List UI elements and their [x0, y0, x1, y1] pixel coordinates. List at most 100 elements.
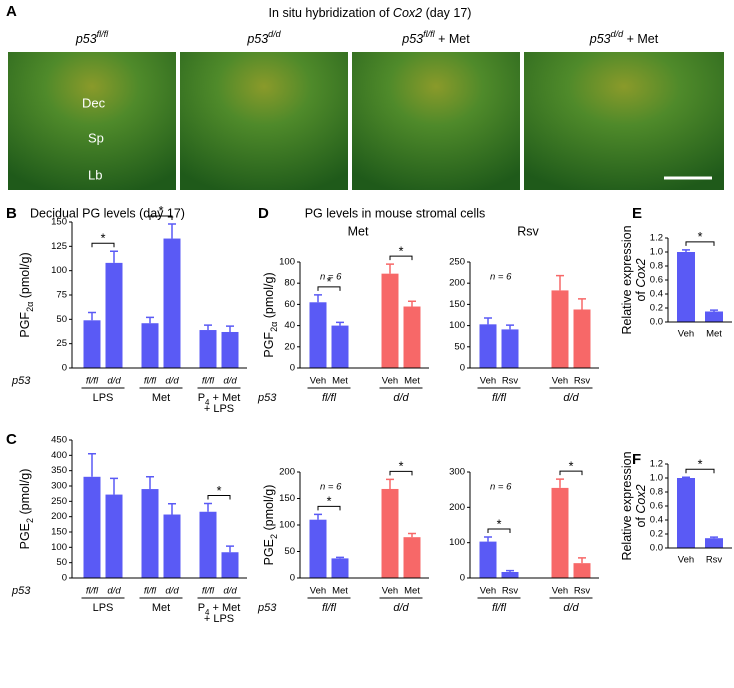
x-tick-label: Met [332, 586, 348, 597]
y-axis-label: PGF2α (pmol/g) [18, 252, 35, 337]
y-tick-label: 125 [51, 241, 67, 252]
significance-label: * [101, 231, 106, 245]
bar [141, 323, 159, 368]
y-tick-label: 0.8 [650, 261, 663, 272]
error-bar [168, 223, 176, 239]
text-part: P [198, 392, 205, 404]
x-tick-label: Rsv [574, 586, 591, 597]
text-part: Cox2 [634, 258, 648, 287]
error-bar [146, 316, 154, 324]
y-tick-label: 150 [449, 299, 465, 310]
text-part: fl/fl [97, 29, 110, 39]
x-tick-label: Met [404, 586, 420, 597]
x-tick-label: Veh [552, 376, 568, 387]
panel-title: PG levels in mouse stromal cells [305, 206, 486, 220]
x-tick-label: Veh [382, 376, 398, 387]
tissue-label: Lb [88, 167, 102, 182]
error-bar [578, 557, 586, 564]
text-part: d/d [611, 29, 625, 39]
significance-bracket [559, 470, 583, 476]
y-tick-label: 400 [51, 450, 67, 461]
group-label: d/d [563, 602, 579, 614]
y-tick-label: 50 [454, 341, 465, 352]
y-tick-label: 150 [51, 217, 67, 228]
text-part: LPS [93, 602, 114, 614]
y-tick-label: 1.2 [650, 233, 663, 244]
x-tick-label: Veh [310, 376, 326, 387]
x-tick-label: Rsv [706, 555, 723, 566]
significance-bracket [149, 215, 173, 220]
significance-label: * [327, 495, 332, 509]
text-part: 2α [269, 322, 279, 332]
micrograph [180, 52, 348, 190]
error-bar [226, 545, 234, 553]
panel-letter: A [6, 3, 17, 20]
bar [705, 538, 723, 548]
group-label: + LPS [204, 613, 234, 625]
text-part: Cox2 [634, 484, 648, 513]
x-tick-label: d/d [165, 376, 179, 387]
error-bar [226, 325, 234, 332]
text-part: p53 [401, 32, 423, 46]
error-bar [110, 250, 118, 263]
bar [381, 488, 399, 578]
y-axis-label: Relative expression [620, 225, 634, 334]
error-bar [506, 569, 514, 572]
group-label: P4 + Met [198, 392, 241, 407]
tissue-label: Dec [82, 95, 106, 110]
y-tick-label: 40 [284, 320, 295, 331]
x-tick-label: d/d [223, 586, 237, 597]
y-tick-label: 250 [449, 257, 465, 268]
y-tick-label: 100 [279, 257, 295, 268]
x-tick-label: fl/fl [144, 376, 157, 387]
error-bar [386, 478, 394, 489]
significance-bracket [487, 528, 511, 534]
bar [705, 311, 723, 322]
text-part: P [198, 602, 205, 614]
x-tick-label: Veh [480, 586, 496, 597]
error-bar [682, 249, 690, 252]
text-part: fl/fl [492, 602, 507, 614]
group-label: d/d [393, 392, 409, 404]
error-bar [336, 556, 344, 559]
row-label: p53 [11, 375, 31, 387]
error-bar [88, 453, 96, 477]
y-tick-label: 1.0 [650, 247, 663, 258]
annotation: n = 6 [490, 272, 512, 283]
text-part: d/d [563, 602, 579, 614]
y-tick-label: 0.2 [650, 529, 663, 540]
image-label: p53fl/fl [75, 29, 109, 46]
annotation: n = 6 [320, 272, 342, 283]
y-tick-label: 0.0 [650, 543, 663, 554]
group-label: Met [152, 602, 170, 614]
group-label: Met [152, 392, 170, 404]
y-tick-label: 0 [62, 363, 67, 374]
y-tick-label: 350 [51, 465, 67, 476]
y-tick-label: 25 [56, 338, 67, 349]
bar [403, 306, 421, 368]
significance-label: * [497, 517, 502, 531]
text-part: of [634, 514, 648, 528]
group-label: d/d [393, 602, 409, 614]
group-label: fl/fl [322, 392, 337, 404]
text-part: p53 [589, 32, 611, 46]
row-label: p53 [11, 585, 31, 597]
y-tick-label: 450 [51, 435, 67, 446]
text-part: fl/fl [423, 29, 436, 39]
x-tick-label: Met [706, 329, 722, 340]
text-part: p53 [246, 32, 268, 46]
text-part: 2α [25, 302, 35, 312]
text-part: + Met [435, 32, 471, 46]
bar [309, 302, 327, 368]
text-part: (day 17) [422, 6, 471, 20]
bar [163, 238, 181, 368]
y-tick-label: 0.2 [650, 303, 663, 314]
y-tick-label: 50 [56, 314, 67, 325]
y-axis-label: of Cox2 [634, 258, 648, 301]
y-tick-label: 0 [290, 363, 295, 374]
y-tick-label: 1.0 [650, 473, 663, 484]
y-tick-label: 100 [51, 265, 67, 276]
y-axis-label: PGF2α (pmol/g) [262, 272, 279, 357]
y-axis-label: of Cox2 [634, 484, 648, 527]
